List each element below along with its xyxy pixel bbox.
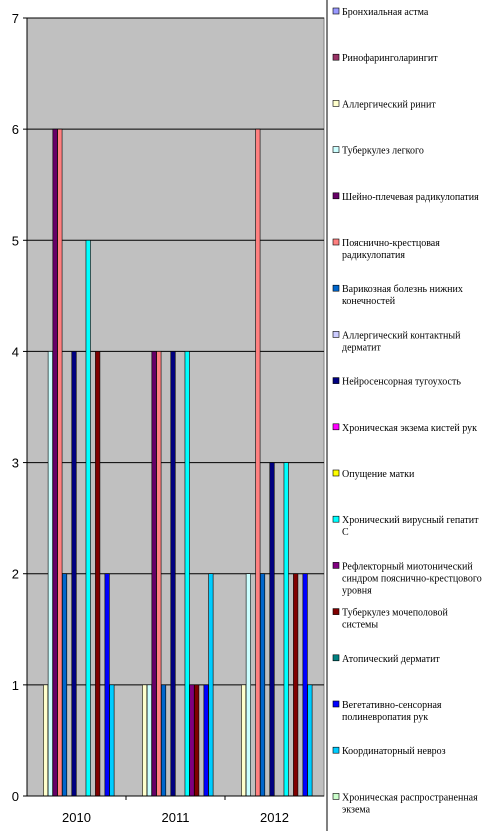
bar xyxy=(184,351,190,797)
legend-swatch xyxy=(332,746,340,754)
bar xyxy=(241,684,247,797)
bar xyxy=(269,462,275,797)
legend-label: Ринофаринголарингит xyxy=(342,53,438,64)
legend-swatch xyxy=(332,423,340,431)
legend-swatch xyxy=(332,100,340,107)
axes xyxy=(26,18,324,797)
legend-swatch xyxy=(332,608,340,615)
bar xyxy=(283,462,289,797)
legend-label: Хроническая экзема кистей рук xyxy=(342,423,477,434)
legend-label: Опущение матки xyxy=(342,469,415,480)
legend-swatch xyxy=(332,469,340,477)
legend-label: Бронхиальная астма xyxy=(342,7,429,18)
bar xyxy=(194,684,200,797)
y-tick-label: 3 xyxy=(12,456,19,471)
bar xyxy=(245,573,251,797)
y-tick-label: 0 xyxy=(12,789,19,804)
legend-swatch xyxy=(332,700,340,708)
y-tick-label: 6 xyxy=(12,122,19,137)
legend-label: Аллергический контактный дерматит xyxy=(342,330,461,353)
legend-swatch xyxy=(332,515,340,523)
legend-swatch xyxy=(332,238,340,246)
bar xyxy=(161,684,167,797)
x-tick-label: 2010 xyxy=(62,810,91,825)
bar xyxy=(85,239,91,797)
legend-swatch xyxy=(332,377,340,384)
legend-swatch xyxy=(332,331,340,338)
y-tick-label: 1 xyxy=(12,678,19,693)
bar xyxy=(95,351,101,797)
legend-label: Рефлекторный миотонический синдром поясни… xyxy=(342,561,482,596)
legend: Бронхиальная астма Ринофаринголарингит Алл… xyxy=(326,0,482,831)
x-tick-label: 2012 xyxy=(260,810,289,825)
bar xyxy=(71,351,77,797)
legend-label: Варикозная болезнь нижних конечностей xyxy=(342,284,463,307)
y-tick-label: 5 xyxy=(12,233,19,248)
bar xyxy=(142,684,148,797)
y-tick-label: 7 xyxy=(12,11,19,26)
bar xyxy=(57,128,63,797)
legend-label: Координаторный невроз xyxy=(342,746,446,757)
legend-label: Хронический вирусный гепатит С xyxy=(342,515,479,538)
bar xyxy=(302,573,308,797)
bar xyxy=(208,573,214,797)
bar xyxy=(260,573,266,797)
bar xyxy=(255,128,261,797)
y-axis-ticks: 0 1 2 3 4 5 6 7 xyxy=(12,11,27,804)
bar xyxy=(62,573,68,797)
legend-swatch xyxy=(332,284,340,292)
x-axis-ticks: 2010 2011 2012 xyxy=(62,796,289,825)
bar xyxy=(52,128,58,797)
bar xyxy=(203,684,209,797)
y-tick-label: 2 xyxy=(12,567,19,582)
bar xyxy=(170,351,176,797)
x-tick-label: 2011 xyxy=(162,810,190,825)
legend-label: Атопический дерматит xyxy=(342,654,440,665)
bar xyxy=(146,684,152,797)
bar xyxy=(293,573,299,797)
legend-label: Туберкулез легкого xyxy=(342,146,424,157)
bar xyxy=(151,351,157,797)
bar xyxy=(47,351,53,797)
bar xyxy=(109,684,115,797)
legend-swatch xyxy=(332,53,340,61)
legend-label: Туберкулез мочеполовой системы xyxy=(342,608,449,631)
bar xyxy=(43,684,49,797)
bar xyxy=(307,684,313,797)
legend-label: Шейно-плечевая радикулопатия xyxy=(342,192,479,203)
bar xyxy=(189,684,195,797)
legend-swatch xyxy=(332,7,340,15)
legend-swatch xyxy=(332,654,340,662)
legend-label: Хроническая распространенная экзема xyxy=(342,792,478,815)
legend-label: Нейросенсорная тугоухость xyxy=(342,377,461,388)
legend-swatch xyxy=(332,562,340,569)
legend-swatch xyxy=(332,793,340,800)
legend-swatch xyxy=(332,192,340,200)
legend-label: Пояснично-крестцовая радикулопатия xyxy=(342,238,440,261)
legend-label: Аллергический ринит xyxy=(342,99,436,110)
y-tick-label: 4 xyxy=(12,344,19,359)
bar xyxy=(104,573,110,797)
legend-label: Вегетативно-сенсорная полиневропатия рук xyxy=(342,700,442,723)
bar xyxy=(156,351,162,797)
legend-swatch xyxy=(332,146,340,153)
